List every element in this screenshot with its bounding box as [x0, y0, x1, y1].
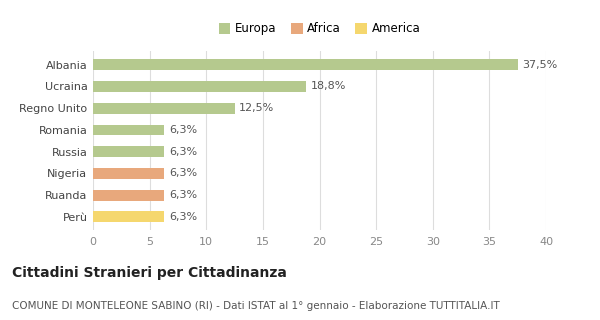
Bar: [93, 59, 518, 70]
Text: 6,3%: 6,3%: [169, 147, 197, 157]
Bar: [93, 81, 306, 92]
Text: Cittadini Stranieri per Cittadinanza: Cittadini Stranieri per Cittadinanza: [12, 266, 287, 280]
Text: 6,3%: 6,3%: [169, 168, 197, 178]
Text: 37,5%: 37,5%: [522, 60, 557, 70]
Text: 6,3%: 6,3%: [169, 212, 197, 222]
Bar: [93, 146, 164, 157]
Text: COMUNE DI MONTELEONE SABINO (RI) - Dati ISTAT al 1° gennaio - Elaborazione TUTTI: COMUNE DI MONTELEONE SABINO (RI) - Dati …: [12, 301, 500, 311]
Bar: [93, 103, 235, 114]
Text: 12,5%: 12,5%: [239, 103, 274, 113]
Bar: [93, 212, 164, 222]
Legend: Europa, Africa, America: Europa, Africa, America: [214, 18, 425, 40]
Text: 6,3%: 6,3%: [169, 125, 197, 135]
Bar: [93, 190, 164, 201]
Bar: [93, 124, 164, 135]
Text: 6,3%: 6,3%: [169, 190, 197, 200]
Text: 18,8%: 18,8%: [310, 82, 346, 92]
Bar: [93, 168, 164, 179]
